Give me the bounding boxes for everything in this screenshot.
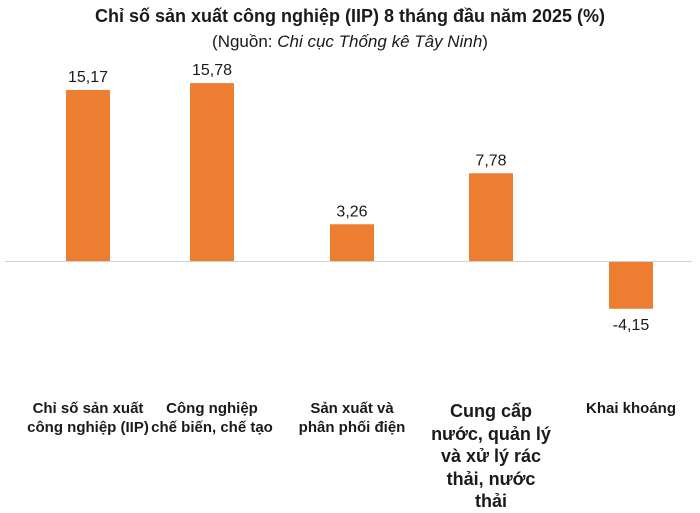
bar-chart: 15,17 15,78 3,26 7,78 -4,15: [5, 62, 692, 334]
bar-1: [66, 90, 110, 261]
chart-subtitle: (Nguồn: Chi cục Thống kê Tây Ninh): [0, 32, 700, 52]
category-label-1: Chỉ số sản xuất công nghiệp (IIP): [13, 400, 163, 438]
category-label-line: chế biến, chế tạo: [151, 418, 273, 436]
category-label-5: Khai khoáng: [569, 400, 694, 419]
category-label-line: Sản xuất và: [310, 400, 394, 417]
category-label-line: nước, quản lý: [431, 423, 551, 444]
bar-5: [609, 262, 653, 309]
category-label-3: Sản xuất và phân phối điện: [290, 400, 415, 438]
data-label-2: 15,78: [192, 62, 232, 79]
category-label-line: và xử lý rác: [440, 446, 542, 466]
category-label-line: Cung cấp: [449, 401, 532, 421]
data-label-4: 7,78: [475, 152, 506, 169]
bar-4: [469, 173, 513, 261]
category-label-line: Chỉ số sản xuất: [32, 400, 144, 417]
category-label-line: công nghiệp (IIP): [27, 418, 149, 436]
data-label-3: 3,26: [336, 203, 367, 220]
category-label-line: phân phối điện: [298, 418, 406, 436]
chart-title: Chỉ số sản xuất công nghiệp (IIP) 8 thán…: [94, 6, 606, 26]
category-label-2: Công nghiệp chế biến, chế tạo: [150, 400, 275, 438]
bar-2: [190, 83, 234, 261]
category-label-line: thải, nước thải: [446, 468, 536, 512]
subtitle-prefix: (Nguồn:: [212, 32, 278, 51]
subtitle-source: Chi cục Thống kê Tây Ninh: [277, 32, 483, 51]
category-label-4: Cung cấp nước, quản lý và xử lý rác thải, n…: [429, 400, 554, 513]
subtitle-suffix: ): [482, 32, 488, 51]
data-label-1: 15,17: [68, 69, 108, 86]
data-label-5: -4,15: [613, 317, 650, 334]
bar-3: [330, 224, 374, 261]
category-label-line: Khai khoáng: [585, 400, 676, 417]
category-label-line: Công nghiệp: [166, 400, 258, 417]
